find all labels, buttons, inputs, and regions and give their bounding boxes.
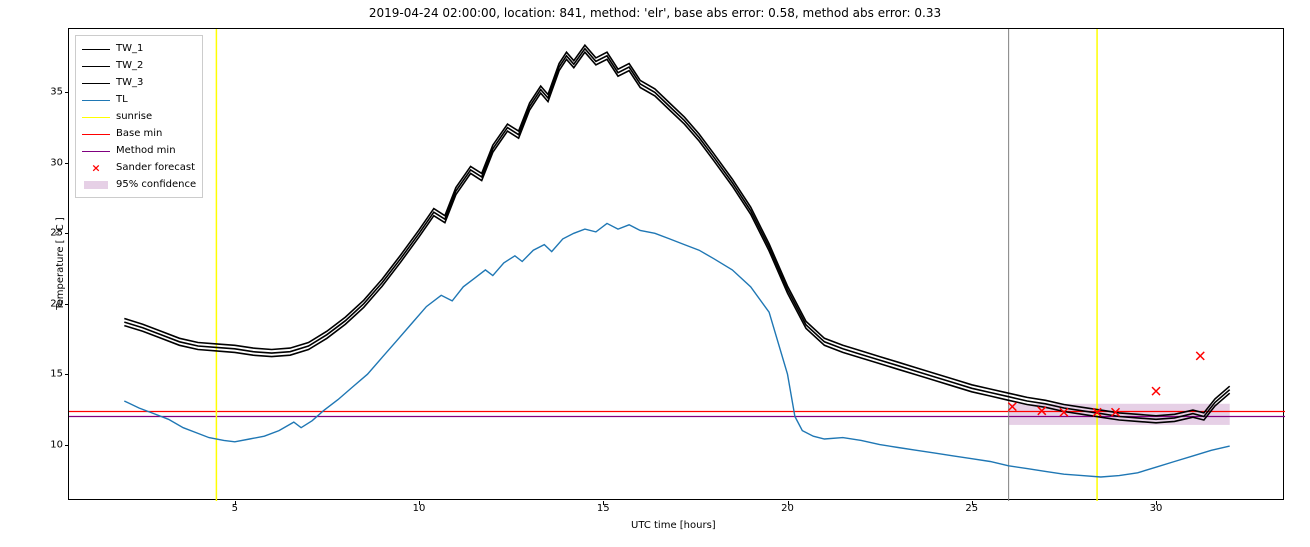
ytick-mark bbox=[65, 163, 69, 164]
ytick-mark bbox=[65, 92, 69, 93]
chart-title: 2019-04-24 02:00:00, location: 841, meth… bbox=[0, 6, 1310, 20]
legend-sample bbox=[82, 127, 110, 141]
xtick-mark bbox=[972, 501, 973, 505]
legend-label: sunrise bbox=[116, 111, 152, 122]
legend-label: TW_2 bbox=[116, 60, 143, 71]
ytick-mark bbox=[65, 374, 69, 375]
ytick-mark bbox=[65, 445, 69, 446]
legend-sample bbox=[82, 42, 110, 56]
legend-label: 95% confidence bbox=[116, 179, 196, 190]
xtick-mark bbox=[235, 501, 236, 505]
legend-item: TL bbox=[82, 91, 196, 108]
tw-series-3 bbox=[124, 52, 1229, 423]
sander-point-6 bbox=[1196, 352, 1204, 360]
legend-sample bbox=[82, 110, 110, 124]
legend-item: TW_2 bbox=[82, 57, 196, 74]
legend-label: Method min bbox=[116, 145, 176, 156]
legend-item: TW_1 bbox=[82, 40, 196, 57]
xtick-mark bbox=[603, 501, 604, 505]
ytick-label: 30 bbox=[50, 157, 63, 168]
sander-point-5 bbox=[1152, 387, 1160, 395]
ytick-label: 15 bbox=[50, 369, 63, 380]
tl-series bbox=[124, 223, 1229, 477]
legend-sample bbox=[82, 59, 110, 73]
legend-sample: × bbox=[82, 161, 110, 175]
legend-label: TW_3 bbox=[116, 77, 143, 88]
ytick-label: 35 bbox=[50, 87, 63, 98]
figure: 2019-04-24 02:00:00, location: 841, meth… bbox=[0, 0, 1310, 547]
legend-item: TW_3 bbox=[82, 74, 196, 91]
x-axis-label: UTC time [hours] bbox=[631, 520, 716, 531]
xtick-mark bbox=[419, 501, 420, 505]
plot-svg bbox=[69, 29, 1283, 499]
legend-label: Base min bbox=[116, 128, 162, 139]
legend-item: Base min bbox=[82, 125, 196, 142]
y-axis-label: Temperature [ °C ] bbox=[55, 217, 66, 310]
legend: TW_1 TW_2 TW_3 TL sunrise Base min Method min ×… bbox=[75, 35, 203, 198]
xtick-mark bbox=[788, 501, 789, 505]
tw-series-1 bbox=[124, 49, 1229, 420]
legend-sample bbox=[82, 93, 110, 107]
ytick-label: 10 bbox=[50, 439, 63, 450]
legend-label: TW_1 bbox=[116, 43, 143, 54]
legend-sample bbox=[82, 76, 110, 90]
legend-sample bbox=[82, 144, 110, 158]
plot-area: TW_1 TW_2 TW_3 TL sunrise Base min Method min ×… bbox=[68, 28, 1284, 500]
legend-item: Method min bbox=[82, 142, 196, 159]
legend-label: Sander forecast bbox=[116, 162, 195, 173]
legend-item: 95% confidence bbox=[82, 176, 196, 193]
legend-item: sunrise bbox=[82, 108, 196, 125]
legend-sample bbox=[82, 178, 110, 192]
xtick-mark bbox=[1156, 501, 1157, 505]
legend-item: × Sander forecast bbox=[82, 159, 196, 176]
legend-label: TL bbox=[116, 94, 128, 105]
tw-series-2 bbox=[124, 45, 1229, 416]
